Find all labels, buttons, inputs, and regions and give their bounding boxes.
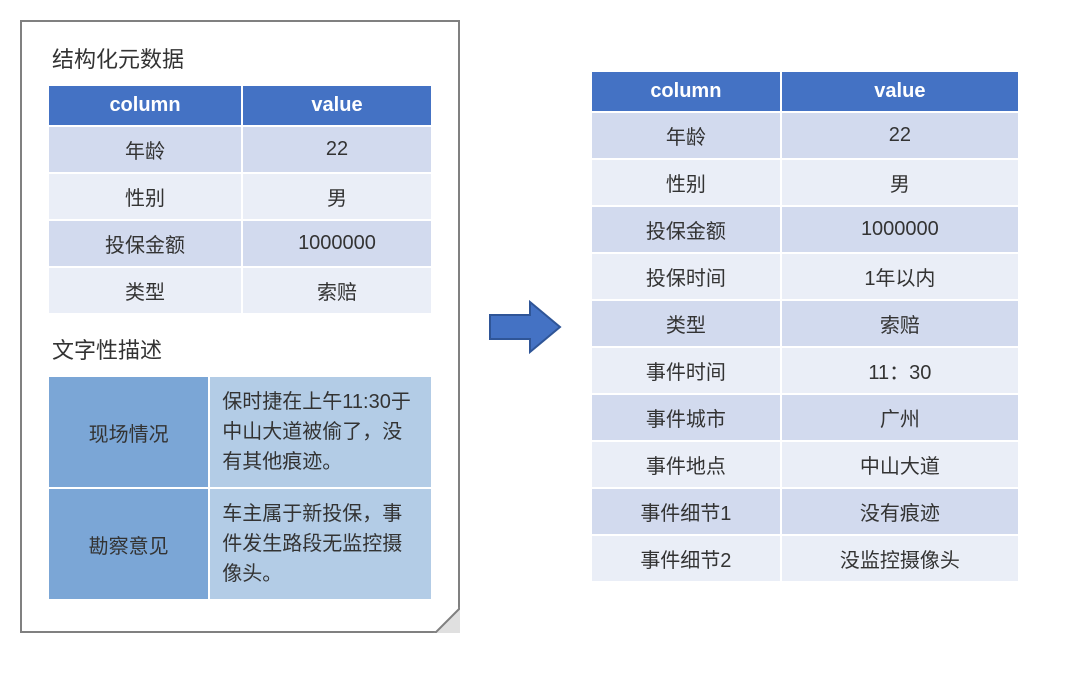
table-cell: 投保金额 [48, 220, 242, 267]
section2-title: 文字性描述 [47, 333, 433, 365]
table-header: column [591, 71, 781, 112]
diagram-container: 结构化元数据 column value 年龄22性别男投保金额1000000类型… [20, 20, 1060, 633]
table-cell: 1000000 [781, 206, 1019, 253]
table-cell: 年龄 [591, 112, 781, 159]
table-cell: 11：30 [781, 347, 1019, 394]
table-cell: 事件地点 [591, 441, 781, 488]
table-cell: 事件细节2 [591, 535, 781, 582]
table-header: column [48, 85, 242, 126]
table-cell: 性别 [48, 173, 242, 220]
table-header: value [242, 85, 432, 126]
arrow-icon [480, 297, 570, 357]
desc-text-cell: 车主属于新投保，事件发生路段无监控摄像头。 [209, 488, 432, 600]
table-cell: 索赔 [781, 300, 1019, 347]
table-cell: 男 [242, 173, 432, 220]
output-table: column value 年龄22性别男投保金额1000000投保时间1年以内类… [590, 70, 1020, 583]
desc-label-cell: 勘察意见 [48, 488, 209, 600]
section1-title: 结构化元数据 [47, 42, 433, 74]
table-cell: 1000000 [242, 220, 432, 267]
table-cell: 男 [781, 159, 1019, 206]
table-cell: 没有痕迹 [781, 488, 1019, 535]
table-cell: 事件时间 [591, 347, 781, 394]
page-fold-icon [410, 583, 460, 633]
table-cell: 类型 [48, 267, 242, 314]
table-cell: 年龄 [48, 126, 242, 173]
desc-text-cell: 保时捷在上午11:30于中山大道被偷了，没有其他痕迹。 [209, 376, 432, 488]
table-cell: 性别 [591, 159, 781, 206]
table-cell: 投保金额 [591, 206, 781, 253]
table-cell: 索赔 [242, 267, 432, 314]
desc-label-cell: 现场情况 [48, 376, 209, 488]
table-header: value [781, 71, 1019, 112]
table-cell: 22 [242, 126, 432, 173]
table-cell: 事件城市 [591, 394, 781, 441]
table-cell: 1年以内 [781, 253, 1019, 300]
table-cell: 广州 [781, 394, 1019, 441]
description-table: 现场情况保时捷在上午11:30于中山大道被偷了，没有其他痕迹。勘察意见车主属于新… [47, 375, 433, 601]
table-cell: 没监控摄像头 [781, 535, 1019, 582]
table-cell: 投保时间 [591, 253, 781, 300]
table-cell: 中山大道 [781, 441, 1019, 488]
right-output-panel: column value 年龄22性别男投保金额1000000投保时间1年以内类… [590, 70, 1020, 583]
table-cell: 22 [781, 112, 1019, 159]
structured-metadata-table: column value 年龄22性别男投保金额1000000类型索赔 [47, 84, 433, 315]
table-cell: 类型 [591, 300, 781, 347]
left-document-panel: 结构化元数据 column value 年龄22性别男投保金额1000000类型… [20, 20, 460, 633]
table-cell: 事件细节1 [591, 488, 781, 535]
